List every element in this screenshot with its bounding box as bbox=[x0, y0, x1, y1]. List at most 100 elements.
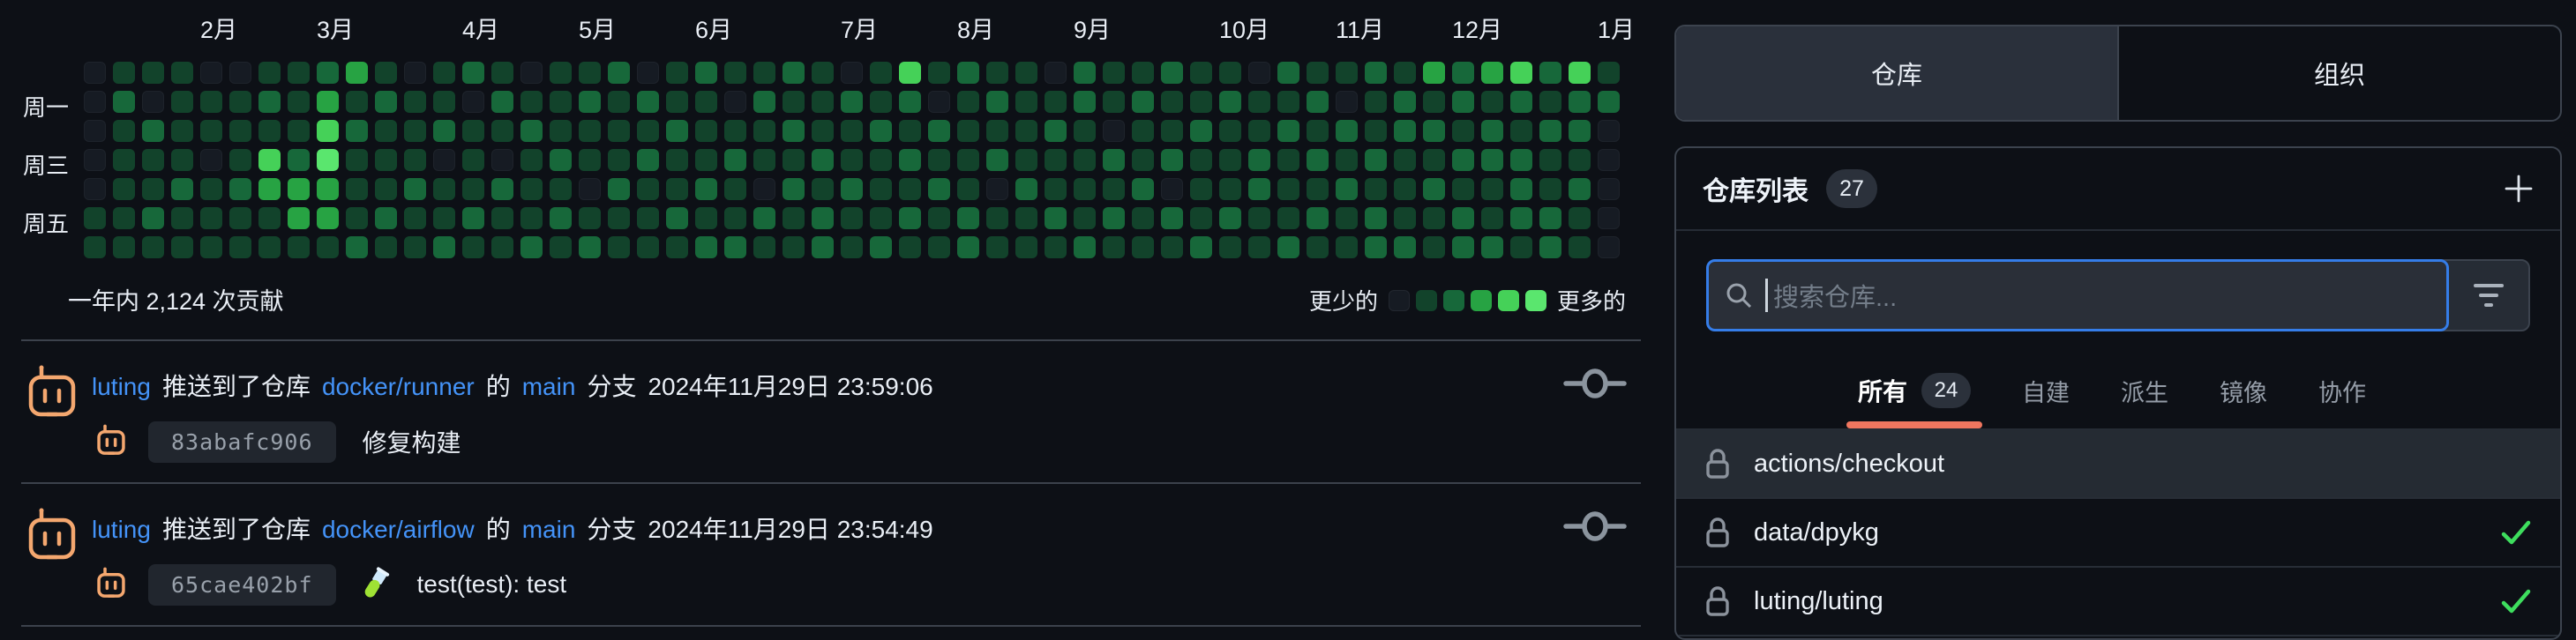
contribution-cell[interactable] bbox=[1423, 149, 1445, 171]
contribution-cell[interactable] bbox=[1336, 207, 1358, 229]
contribution-cell[interactable] bbox=[695, 149, 717, 171]
contribution-cell[interactable] bbox=[870, 91, 892, 113]
contribution-cell[interactable] bbox=[1569, 91, 1591, 113]
contribution-cell[interactable] bbox=[84, 207, 106, 229]
contribution-cell[interactable] bbox=[753, 149, 775, 171]
contribution-cell[interactable] bbox=[1423, 207, 1445, 229]
contribution-cell[interactable] bbox=[637, 62, 659, 84]
contribution-cell[interactable] bbox=[637, 91, 659, 113]
contribution-cell[interactable] bbox=[1074, 178, 1096, 200]
contribution-cell[interactable] bbox=[171, 149, 193, 171]
contribution-cell[interactable] bbox=[1015, 178, 1037, 200]
commit-hash-badge[interactable]: 83abafc906 bbox=[148, 420, 336, 463]
contribution-cell[interactable] bbox=[1045, 236, 1067, 258]
contribution-cell[interactable] bbox=[142, 62, 164, 84]
contribution-cell[interactable] bbox=[433, 149, 455, 171]
contribution-cell[interactable] bbox=[433, 62, 455, 84]
contribution-cell[interactable] bbox=[491, 91, 513, 113]
contribution-cell[interactable] bbox=[317, 62, 339, 84]
contribution-cell[interactable] bbox=[113, 149, 135, 171]
contribution-cell[interactable] bbox=[491, 236, 513, 258]
filter-tab[interactable]: 自建 bbox=[2022, 353, 2070, 428]
contribution-cell[interactable] bbox=[812, 178, 834, 200]
contribution-cell[interactable] bbox=[375, 207, 397, 229]
contribution-cell[interactable] bbox=[1569, 62, 1591, 84]
contribution-cell[interactable] bbox=[753, 62, 775, 84]
contribution-cell[interactable] bbox=[899, 236, 921, 258]
contribution-cell[interactable] bbox=[1598, 207, 1620, 229]
contribution-cell[interactable] bbox=[375, 120, 397, 142]
contribution-cell[interactable] bbox=[1045, 178, 1067, 200]
contribution-cell[interactable] bbox=[957, 178, 979, 200]
repo-link[interactable]: docker/airflow bbox=[321, 516, 475, 543]
contribution-cell[interactable] bbox=[841, 207, 863, 229]
contribution-cell[interactable] bbox=[899, 91, 921, 113]
contribution-cell[interactable] bbox=[1015, 91, 1037, 113]
contribution-cell[interactable] bbox=[928, 178, 950, 200]
contribution-cell[interactable] bbox=[1103, 149, 1125, 171]
contribution-cell[interactable] bbox=[841, 149, 863, 171]
contribution-cell[interactable] bbox=[113, 178, 135, 200]
contribution-cell[interactable] bbox=[753, 91, 775, 113]
contribution-cell[interactable] bbox=[84, 62, 106, 84]
contribution-cell[interactable] bbox=[375, 91, 397, 113]
contribution-cell[interactable] bbox=[1277, 120, 1299, 142]
contribution-cell[interactable] bbox=[986, 178, 1008, 200]
contribution-cell[interactable] bbox=[462, 178, 484, 200]
contribution-cell[interactable] bbox=[812, 91, 834, 113]
contribution-cell[interactable] bbox=[986, 149, 1008, 171]
contribution-cell[interactable] bbox=[1045, 62, 1067, 84]
contribution-cell[interactable] bbox=[1539, 62, 1561, 84]
contribution-cell[interactable] bbox=[753, 207, 775, 229]
contribution-cell[interactable] bbox=[812, 149, 834, 171]
contribution-cell[interactable] bbox=[288, 178, 310, 200]
contribution-cell[interactable] bbox=[258, 120, 281, 142]
contribution-cell[interactable] bbox=[1510, 178, 1532, 200]
contribution-cell[interactable] bbox=[1277, 207, 1299, 229]
contribution-cell[interactable] bbox=[1598, 178, 1620, 200]
contribution-cell[interactable] bbox=[1452, 207, 1474, 229]
contribution-cell[interactable] bbox=[1452, 62, 1474, 84]
contribution-cell[interactable] bbox=[1074, 91, 1096, 113]
contribution-cell[interactable] bbox=[1452, 91, 1474, 113]
contribution-cell[interactable] bbox=[1190, 120, 1212, 142]
contribution-cell[interactable] bbox=[1569, 207, 1591, 229]
contribution-cell[interactable] bbox=[637, 149, 659, 171]
contribution-cell[interactable] bbox=[258, 62, 281, 84]
contribution-cell[interactable] bbox=[520, 91, 543, 113]
contribution-cell[interactable] bbox=[1452, 120, 1474, 142]
filter-button[interactable] bbox=[2438, 259, 2530, 331]
contribution-cell[interactable] bbox=[1481, 236, 1503, 258]
contribution-cell[interactable] bbox=[404, 178, 426, 200]
contribution-cell[interactable] bbox=[229, 120, 251, 142]
contribution-cell[interactable] bbox=[142, 207, 164, 229]
contribution-cell[interactable] bbox=[229, 149, 251, 171]
contribution-cell[interactable] bbox=[1045, 91, 1067, 113]
contribution-cell[interactable] bbox=[1510, 91, 1532, 113]
contribution-cell[interactable] bbox=[666, 178, 688, 200]
contribution-cell[interactable] bbox=[637, 236, 659, 258]
contribution-cell[interactable] bbox=[113, 91, 135, 113]
contribution-cell[interactable] bbox=[1423, 236, 1445, 258]
contribution-cell[interactable] bbox=[113, 236, 135, 258]
contribution-cell[interactable] bbox=[812, 207, 834, 229]
contribution-cell[interactable] bbox=[637, 178, 659, 200]
contribution-cell[interactable] bbox=[1598, 120, 1620, 142]
contribution-cell[interactable] bbox=[1132, 62, 1154, 84]
contribution-cell[interactable] bbox=[1394, 91, 1416, 113]
contribution-cell[interactable] bbox=[899, 62, 921, 84]
contribution-cell[interactable] bbox=[462, 207, 484, 229]
contribution-cell[interactable] bbox=[870, 178, 892, 200]
contribution-cell[interactable] bbox=[1190, 62, 1212, 84]
contribution-cell[interactable] bbox=[637, 207, 659, 229]
contribution-cell[interactable] bbox=[928, 236, 950, 258]
contribution-cell[interactable] bbox=[1161, 91, 1183, 113]
contribution-cell[interactable] bbox=[1307, 120, 1329, 142]
contribution-cell[interactable] bbox=[870, 149, 892, 171]
contribution-cell[interactable] bbox=[433, 120, 455, 142]
contribution-cell[interactable] bbox=[404, 91, 426, 113]
contribution-cell[interactable] bbox=[1132, 120, 1154, 142]
repo-link[interactable]: docker/runner bbox=[321, 373, 475, 400]
contribution-cell[interactable] bbox=[841, 120, 863, 142]
contribution-cell[interactable] bbox=[695, 62, 717, 84]
